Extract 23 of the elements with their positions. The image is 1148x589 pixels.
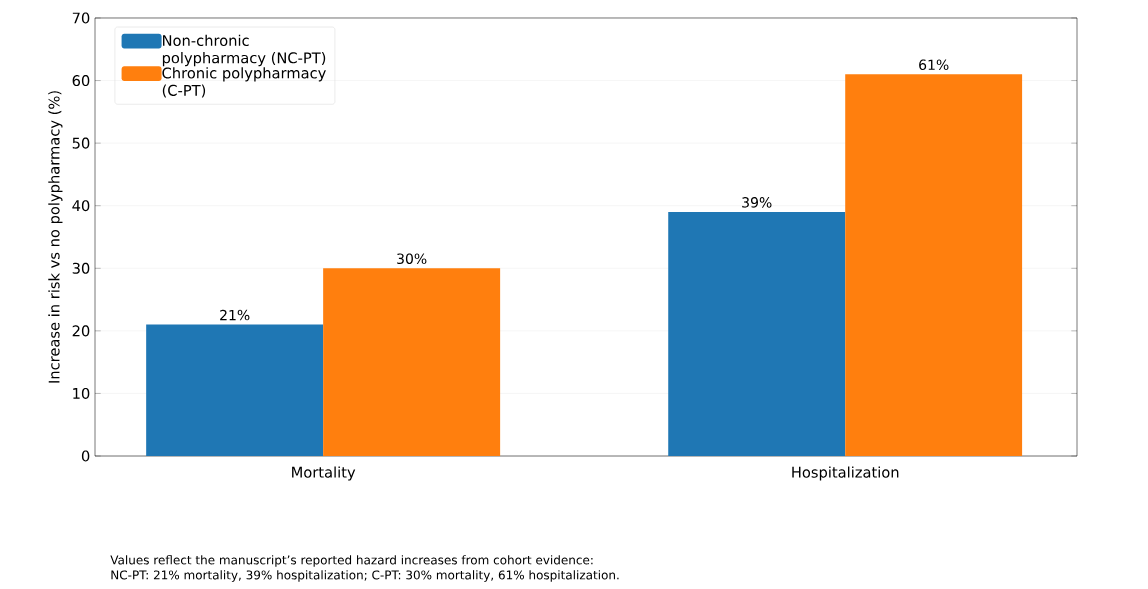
bar <box>668 211 846 456</box>
y-axis-title: Increase in risk vs no polypharmacy (%) <box>48 91 63 383</box>
y-tick-label: 60 <box>72 75 90 87</box>
bar <box>146 324 324 456</box>
y-tick-label: 10 <box>73 387 90 399</box>
y-tick-label: 20 <box>72 325 90 337</box>
data-label: 21% <box>220 309 250 321</box>
bar <box>845 74 1023 456</box>
text: Values reflect the manuscript’s reported hazard increases from cohort evidence: <box>110 555 593 567</box>
y-tick-label: 70 <box>72 12 90 24</box>
text: NC-PT: 21% mortality, 39% hospitalization; C-PT: 30% mortality, 61% hospitalization. <box>111 570 619 582</box>
legend-label: Chronic polypharmacy (C-PT) <box>162 67 326 98</box>
y-tick-label: 30 <box>72 262 90 274</box>
x-tick-label: Mortality <box>292 466 356 481</box>
y-tick-label: 0 <box>81 450 90 462</box>
y-tick-label: 40 <box>72 200 90 212</box>
bar <box>323 268 501 456</box>
data-label: 61% <box>919 59 949 71</box>
y-tick-label: 50 <box>72 137 90 149</box>
x-tick-label: Hospitalization <box>792 466 899 481</box>
data-label: 30% <box>397 253 427 265</box>
data-label: 39% <box>742 197 772 208</box>
legend-label: Non-chronic polypharmacy (NC-PT) <box>162 34 326 67</box>
